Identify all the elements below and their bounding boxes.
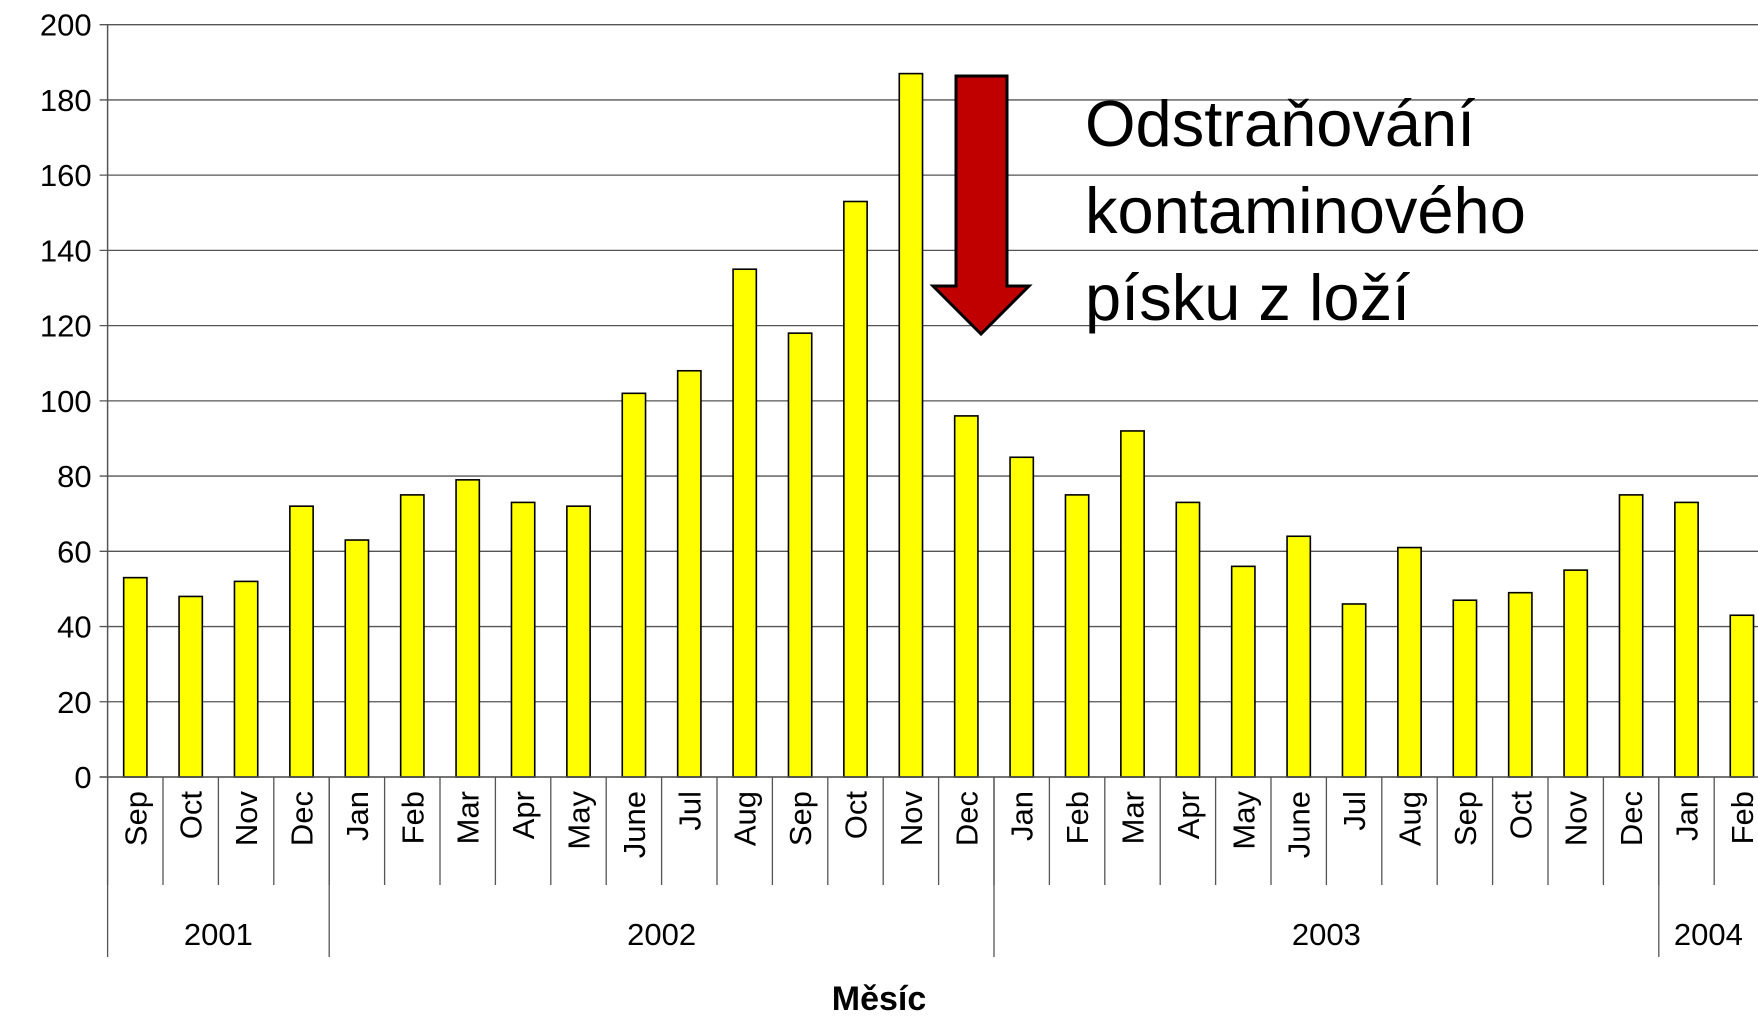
bar	[732, 268, 758, 778]
x-tick-label: Aug	[1393, 791, 1428, 846]
bar	[344, 539, 370, 778]
bar	[178, 595, 204, 778]
bar	[1341, 603, 1367, 778]
bar	[1397, 546, 1422, 778]
y-tick-label: 200	[40, 8, 92, 43]
bar	[122, 576, 148, 778]
x-tick-label: Nov	[894, 791, 929, 847]
x-group-label: 2003	[1292, 917, 1361, 952]
x-tick-label: Oct	[839, 791, 874, 840]
bar	[1674, 501, 1699, 778]
bar	[289, 505, 314, 778]
y-tick-label: 180	[40, 83, 92, 118]
bar	[1064, 494, 1090, 778]
x-tick-label: Mar	[1116, 791, 1151, 844]
bar	[898, 72, 924, 778]
x-tick-label: Dec	[285, 791, 320, 846]
x-tick-label: Jan	[1670, 791, 1705, 841]
x-tick-label: Dec	[1614, 791, 1649, 846]
x-axis-title: Měsíc	[832, 980, 927, 1018]
bar	[1563, 569, 1589, 778]
bar	[1507, 591, 1533, 778]
x-tick-label: Feb	[395, 791, 430, 844]
bar	[676, 369, 702, 778]
x-tick-label: Feb	[1725, 791, 1758, 844]
x-tick-label: Feb	[1060, 791, 1095, 844]
bar	[233, 580, 259, 778]
x-tick-label: June	[617, 791, 652, 858]
bar	[1230, 565, 1256, 778]
x-tick-label: Sep	[118, 791, 153, 846]
plot: 0 20 40 60 80 100 120 140 160 180 200 Sep Oct Nov Dec J…	[40, 8, 1758, 957]
bar	[1175, 501, 1201, 778]
x-tick-label: Jan	[1005, 791, 1040, 841]
x-group-label: 2004	[1674, 917, 1743, 952]
y-tick-label: 140	[40, 233, 92, 268]
x-tick-label: Jan	[340, 791, 375, 841]
bar	[787, 332, 813, 778]
bar	[1452, 599, 1478, 778]
x-tick-label: Apr	[1171, 791, 1206, 839]
y-tick-label: 0	[74, 760, 91, 795]
y-tick-label: 100	[40, 384, 92, 419]
x-tick-label: Sep	[783, 791, 818, 846]
y-tick-label: 40	[57, 610, 91, 645]
y-tick-label: 120	[40, 309, 92, 344]
annotation-text: písku z loží	[1085, 261, 1410, 334]
bar	[1120, 430, 1145, 778]
x-tick-label: Dec	[949, 791, 984, 846]
bar	[1009, 456, 1035, 778]
x-tick-label: Jul	[672, 791, 707, 831]
bar	[953, 415, 979, 778]
y-tick-label: 60	[57, 534, 91, 569]
bar	[1286, 535, 1312, 778]
x-tick-label: Oct	[1503, 791, 1538, 840]
bar	[455, 479, 481, 778]
bar	[399, 494, 425, 778]
x-tick-label: Aug	[728, 791, 763, 846]
x-tick-label: Oct	[174, 791, 209, 840]
bar	[510, 501, 536, 778]
x-tick-label: Nov	[229, 791, 264, 847]
annotation-text: kontaminového	[1085, 174, 1526, 247]
annotation-text: Odstraňování	[1085, 87, 1475, 160]
x-group-label: 2001	[184, 917, 253, 952]
x-tick-label: Jul	[1337, 791, 1372, 831]
bar	[1729, 614, 1755, 778]
bar	[621, 392, 647, 778]
x-tick-label: May	[1226, 791, 1261, 850]
x-tick-label: Nov	[1559, 791, 1594, 847]
bar	[1618, 494, 1644, 778]
x-tick-label: Sep	[1448, 791, 1483, 846]
bar	[843, 200, 868, 778]
x-tick-label: May	[562, 791, 597, 850]
x-tick-label: Apr	[506, 791, 541, 839]
y-tick-label: 80	[57, 459, 91, 494]
annotation-arrow	[929, 74, 1033, 337]
x-tick-label: June	[1282, 791, 1317, 858]
y-tick-label: 20	[57, 685, 91, 720]
x-group-label: 2002	[627, 917, 696, 952]
x-tick-label: Mar	[451, 791, 486, 844]
y-tick-label: 160	[40, 158, 92, 193]
bar	[566, 505, 591, 778]
